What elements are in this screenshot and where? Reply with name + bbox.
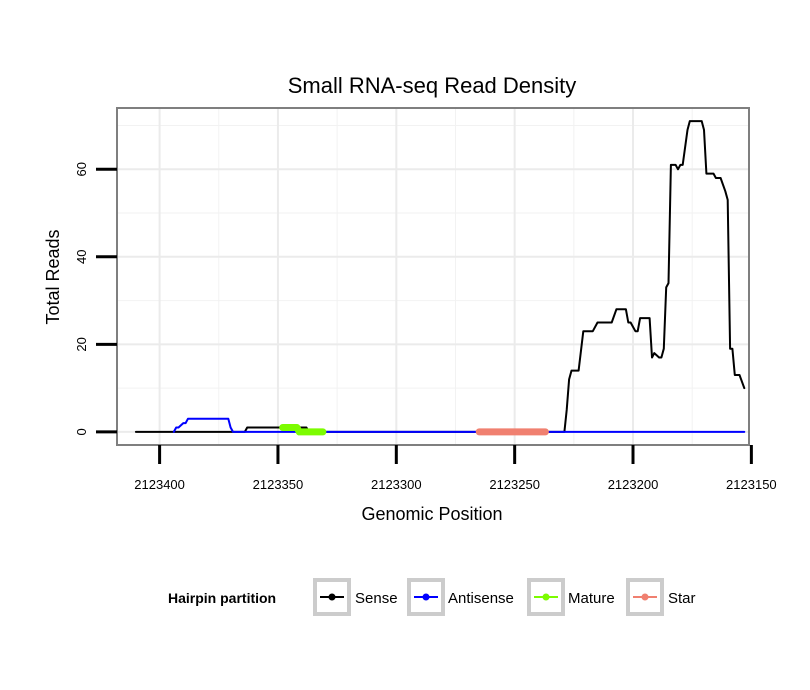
legend: Hairpin partition Sense Antisense Mature St… xyxy=(168,578,696,616)
legend-dot-star xyxy=(641,593,649,601)
legend-dot-mature xyxy=(542,593,550,601)
legend-label-star: Star xyxy=(668,590,696,607)
series-line-sense xyxy=(134,120,746,433)
legend-items: Sense Antisense Mature Star xyxy=(313,578,696,616)
legend-label-antisense: Antisense xyxy=(448,590,514,607)
x-tick-label-0: 2123400 xyxy=(134,477,185,492)
x-tick-label-5: 2123150 xyxy=(726,477,777,492)
grid-lines xyxy=(117,108,749,445)
legend-dot-sense xyxy=(328,593,336,601)
series-line-mature xyxy=(279,424,327,436)
y-axis-title: Total Reads xyxy=(43,229,63,324)
legend-title: Hairpin partition xyxy=(168,590,276,606)
legend-label-mature: Mature xyxy=(568,590,615,607)
plot-background xyxy=(117,108,749,445)
plot-panel xyxy=(116,107,750,446)
y-tick-label-2: 40 xyxy=(74,250,89,264)
x-tick-label-1: 2123350 xyxy=(253,477,304,492)
y-tick-label-0: 0 xyxy=(74,428,89,435)
y-tick-label-1: 20 xyxy=(74,337,89,351)
x-axis: 2123400 2123350 2123300 2123250 2123200 21231… xyxy=(134,445,777,492)
plot-border xyxy=(116,107,750,446)
x-tick-label-2: 2123300 xyxy=(371,477,422,492)
series-line-antisense xyxy=(172,417,746,433)
x-tick-label-3: 2123250 xyxy=(489,477,540,492)
y-axis: 0 20 40 60 xyxy=(74,162,117,435)
series-lines xyxy=(134,120,746,436)
x-tick-label-4: 2123200 xyxy=(608,477,659,492)
legend-label-sense: Sense xyxy=(355,590,398,607)
y-tick-label-3: 60 xyxy=(74,162,89,176)
legend-dot-antisense xyxy=(422,593,430,601)
x-axis-title: Genomic Position xyxy=(361,504,502,524)
chart-title: Small RNA-seq Read Density xyxy=(288,73,577,98)
